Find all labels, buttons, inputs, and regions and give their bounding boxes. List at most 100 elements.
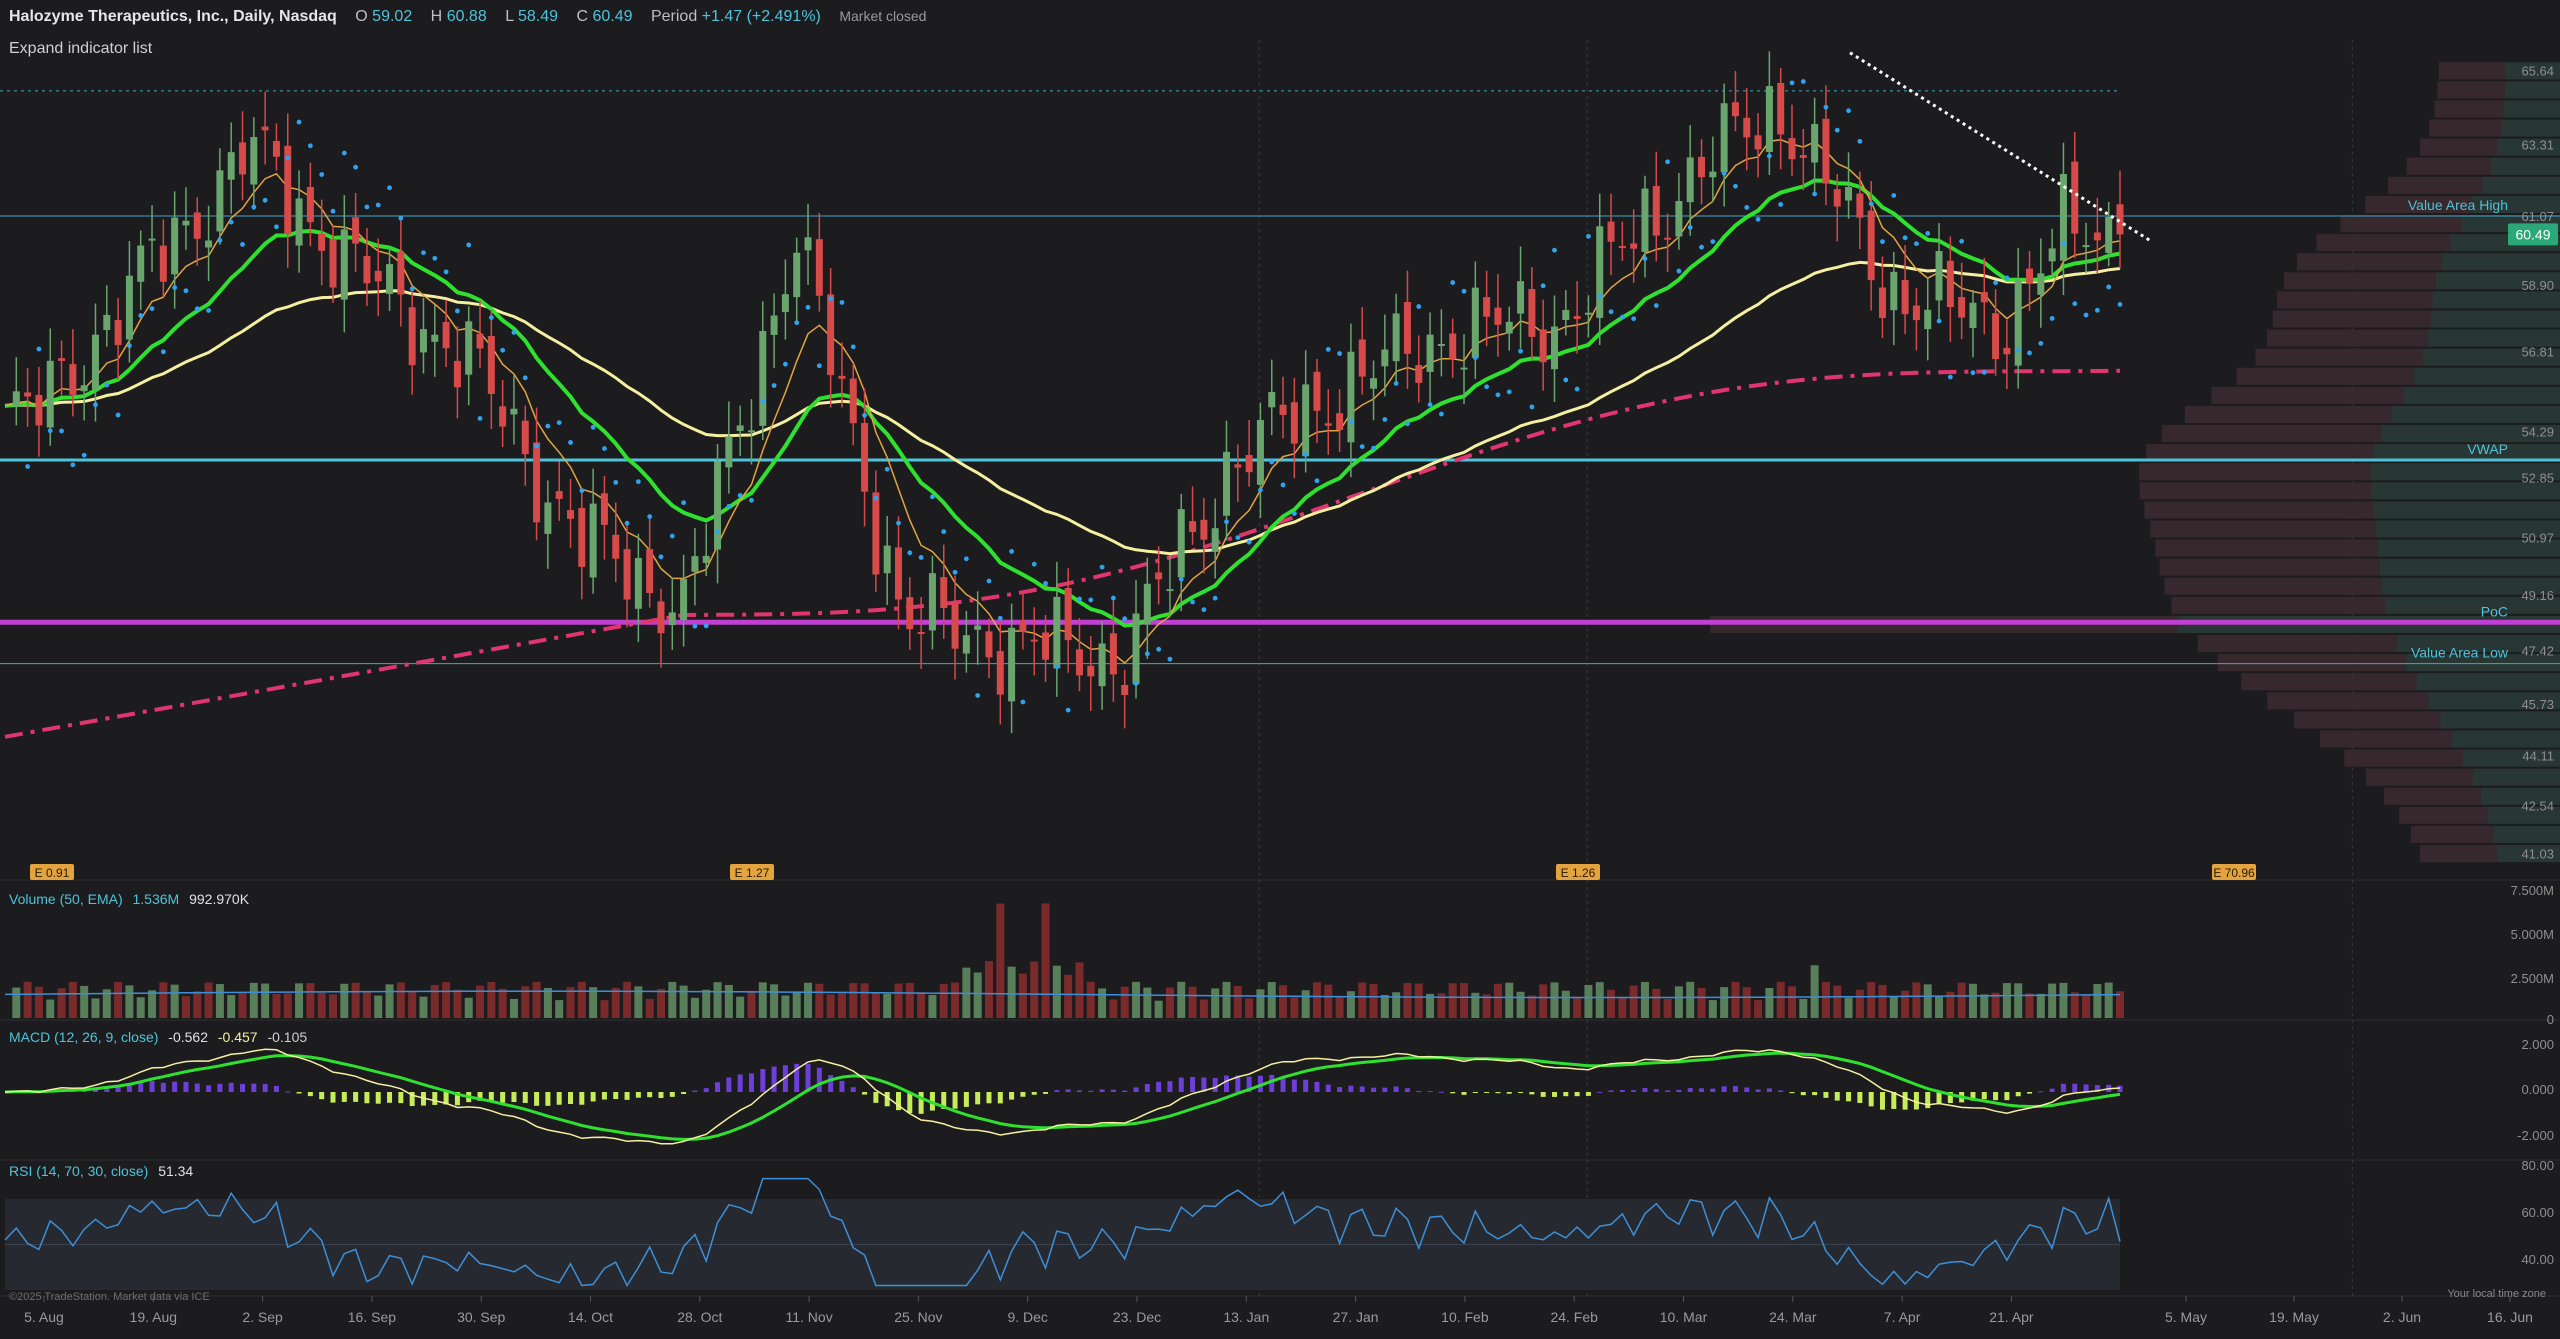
candle-body (1777, 82, 1785, 135)
volume-bar (2059, 982, 2068, 1018)
psar-dot (1280, 482, 1286, 488)
date-axis-label: 24. Feb (1550, 1309, 1598, 1325)
candle-body (1415, 365, 1423, 383)
psar-dot (2072, 301, 2078, 307)
volume-profile-bar-down (2146, 444, 2374, 462)
macd-histogram-bar (1755, 1089, 1761, 1092)
candle-body (1845, 187, 1853, 201)
volume-bar (543, 987, 552, 1018)
candle-body (374, 270, 382, 282)
psar-dot (692, 623, 698, 629)
volume-bar (374, 995, 383, 1018)
macd-histogram-bar (1766, 1088, 1772, 1092)
trendline (1849, 51, 2151, 242)
volume-profile-bar-down (2272, 310, 2431, 328)
rsi-axis-label: 80.00 (2521, 1158, 2554, 1173)
volume-bar (1821, 981, 1830, 1018)
macd-histogram-bar (579, 1092, 585, 1105)
candle-body (2037, 273, 2045, 295)
macd-histogram-bar (1495, 1092, 1501, 1094)
volume-bar (1098, 988, 1107, 1018)
volume-bar (668, 981, 677, 1018)
candle-body (1664, 237, 1672, 240)
symbol-title: Halozyme Therapeutics, Inc., Daily, Nasd… (9, 8, 337, 25)
volume-bar (1064, 974, 1073, 1018)
volume-profile-bar-up (2452, 730, 2560, 748)
volume-title: Volume (50, EMA) (9, 891, 123, 907)
psar-dot (839, 300, 845, 305)
volume-bar (2093, 984, 2102, 1018)
psar-dot (1258, 487, 1263, 493)
macd-histogram-bar (240, 1083, 246, 1092)
candle-body (1675, 201, 1683, 237)
volume-bar (792, 991, 801, 1018)
volume-profile-bar-down (2297, 253, 2442, 271)
macd-histogram-bar (635, 1092, 641, 1098)
volume-bar (1120, 986, 1129, 1018)
candle-body (1799, 155, 1807, 158)
candle-body (838, 375, 846, 379)
volume-bar (1301, 990, 1310, 1018)
psar-dot (138, 313, 144, 318)
volume-axis-label: 5.000M (2511, 927, 2554, 942)
volume-bar (996, 903, 1005, 1018)
macd-histogram-bar (681, 1092, 687, 1094)
psar-dot (1959, 238, 1965, 244)
volume-bar (826, 994, 835, 1018)
volume-profile-bar-up (2501, 119, 2560, 137)
macd-histogram-bar (330, 1092, 336, 1103)
macd-histogram-bar (1416, 1091, 1422, 1093)
open-value: 59.02 (372, 8, 413, 25)
psar-dot (997, 615, 1003, 621)
volume-bar (1539, 984, 1548, 1018)
macd-histogram-bar (1156, 1081, 1162, 1092)
rsi-pane-title: RSI (14, 70, 30, close) 51.34 (9, 1163, 193, 1179)
psar-dot (1970, 370, 1976, 376)
low-label: L (505, 8, 514, 25)
macd-histogram-bar (839, 1080, 845, 1092)
macd-histogram-bar (545, 1092, 551, 1106)
candle-body (578, 507, 586, 567)
candle-body (114, 320, 122, 346)
macd-histogram-bar (1461, 1092, 1467, 1095)
macd-axis-label: -2.000 (2517, 1128, 2554, 1143)
psar-dot (1733, 183, 1738, 189)
volume-profile-bar-down (2388, 176, 2483, 194)
psar-dot (1291, 511, 1297, 516)
psar-dot (760, 398, 766, 404)
psar-dot (930, 494, 935, 500)
volume-bar (1607, 989, 1616, 1018)
macd-histogram-bar (703, 1088, 709, 1092)
price-axis-label: 49.16 (2521, 588, 2554, 603)
expand-indicator-list-link[interactable]: Expand indicator list (9, 40, 153, 57)
volume-profile-bar-up (2414, 367, 2560, 385)
candle-body (1347, 351, 1355, 443)
candle-body (2003, 347, 2011, 355)
macd-histogram-bar (2060, 1083, 2066, 1092)
psar-dot (1552, 247, 1557, 253)
volume-profile-bar-down (2406, 157, 2491, 175)
volume-bar (1426, 993, 1435, 1018)
volume-bar (611, 987, 620, 1018)
macd-histogram-bar (918, 1092, 924, 1114)
volume-bar (1279, 985, 1288, 1018)
earnings-marker (30, 864, 74, 880)
volume-bar (181, 996, 190, 1018)
candle-body (329, 238, 337, 288)
psar-dot (590, 424, 596, 430)
psar-dot (1371, 445, 1376, 451)
macd-histogram-bar (1065, 1089, 1071, 1092)
candle-body (1155, 572, 1163, 580)
psar-dot (1325, 346, 1331, 352)
macd-histogram-bar (1981, 1092, 1987, 1100)
volume-bar (2082, 994, 2091, 1018)
macd-histogram-bar (1348, 1085, 1354, 1092)
psar-dot (658, 554, 664, 560)
psar-dot (816, 363, 822, 369)
volume-bar (1165, 987, 1174, 1018)
candle-body (804, 237, 812, 251)
macd-histogram-bar (2083, 1084, 2089, 1092)
candle-body (1867, 210, 1875, 281)
macd-histogram-bar (884, 1092, 890, 1107)
